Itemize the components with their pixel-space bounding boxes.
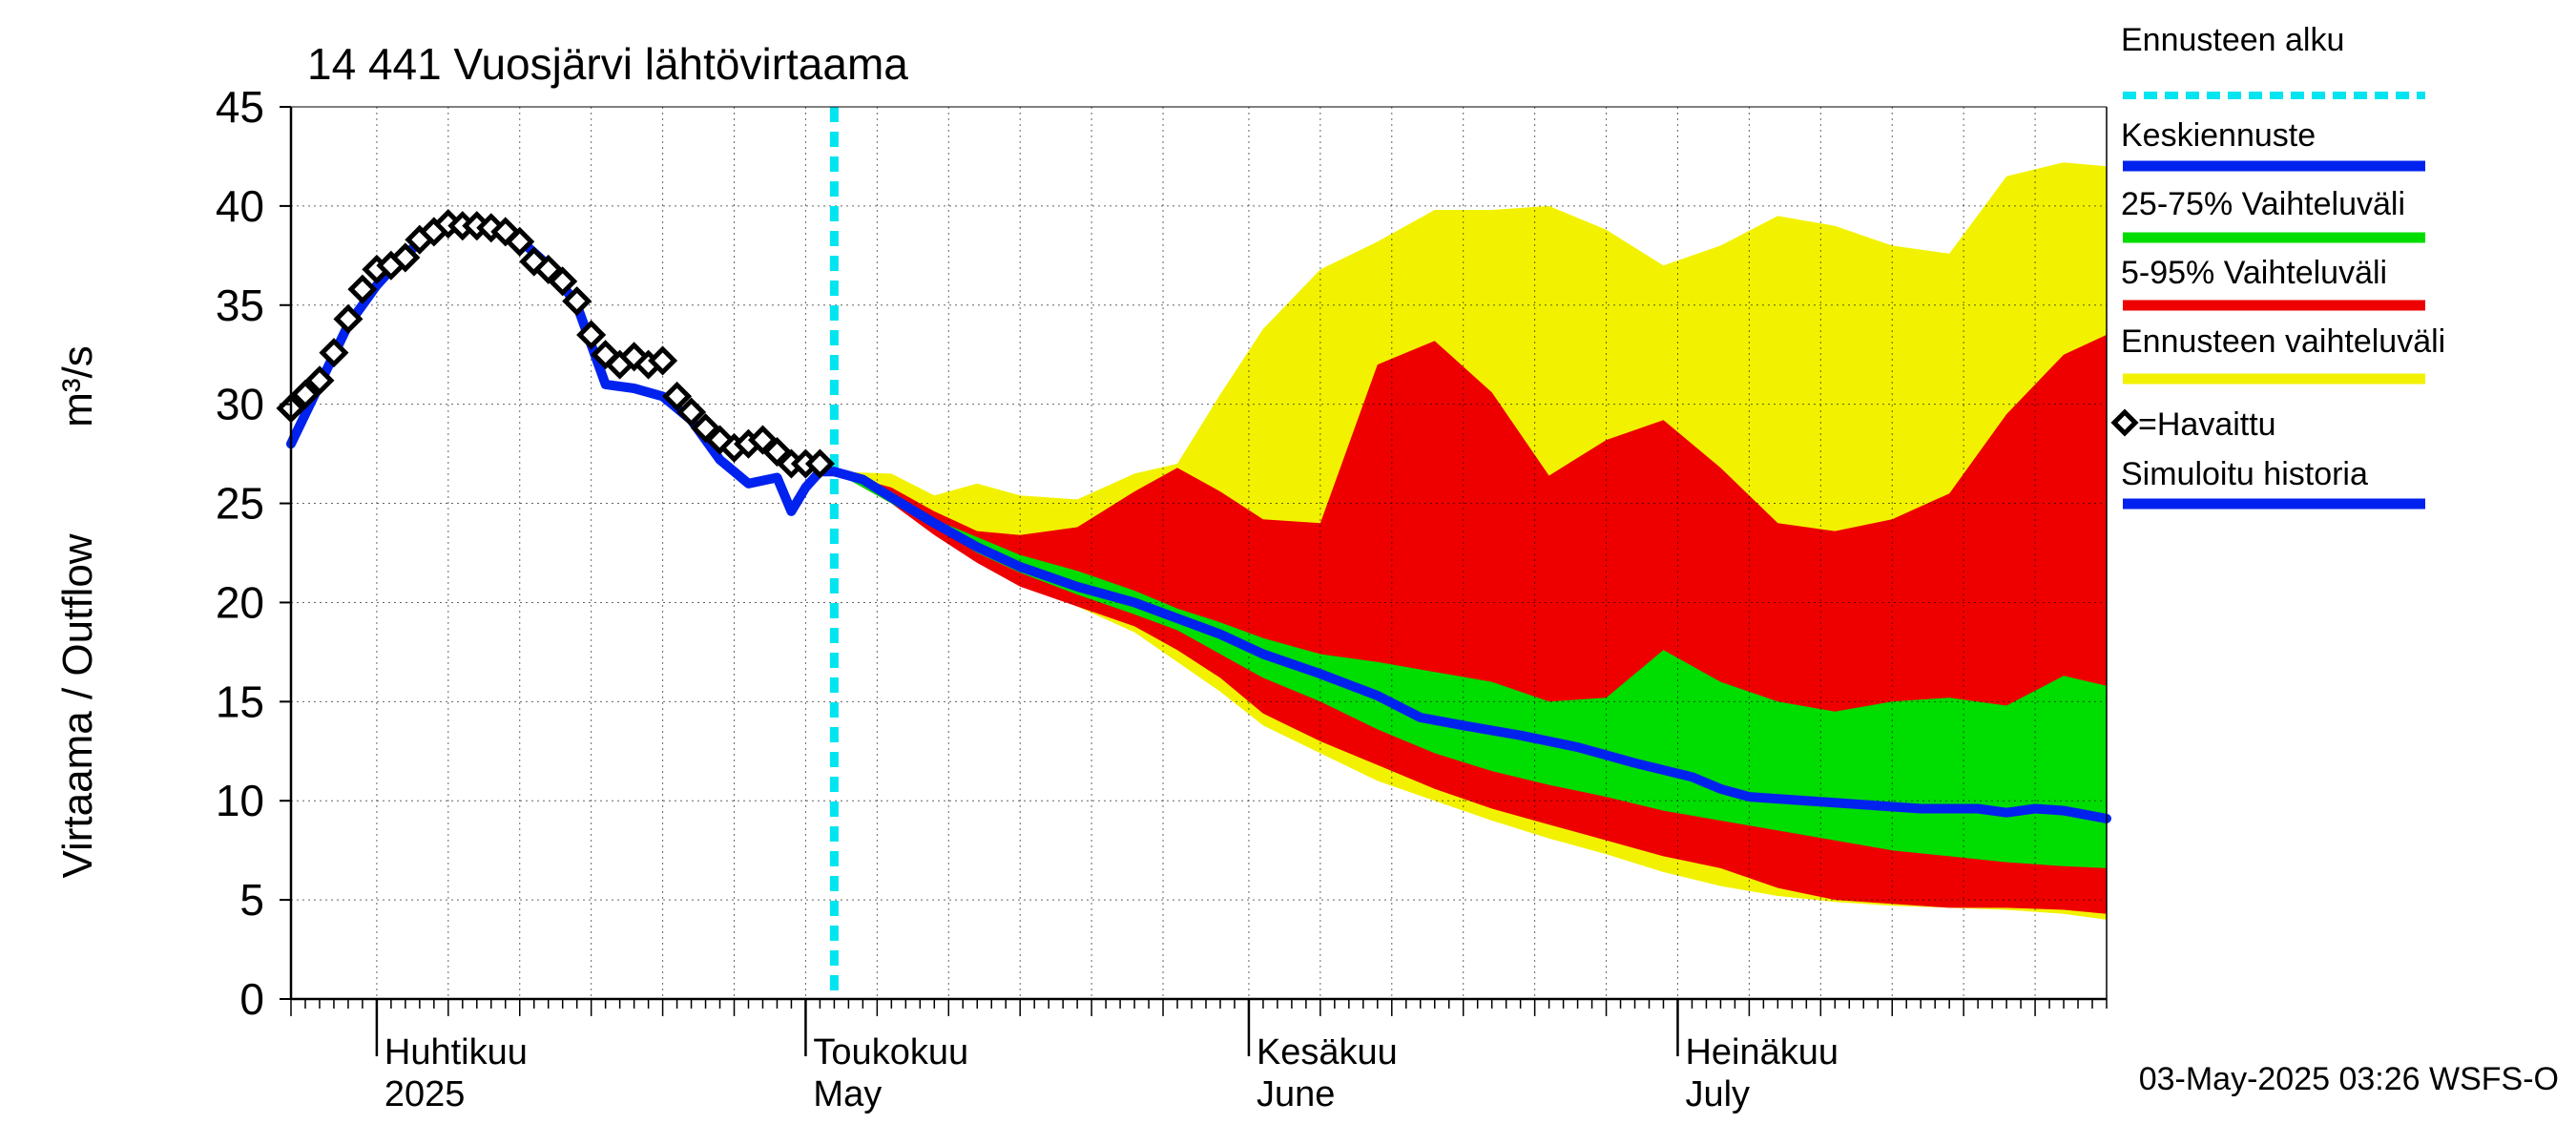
month-label-fi: Huhtikuu	[384, 1032, 528, 1072]
y-tick-label: 40	[216, 181, 264, 231]
observed-point	[548, 266, 578, 297]
observed-point	[390, 242, 421, 273]
legend-label: 25-75% Vaihteluväli	[2121, 186, 2405, 222]
band-25-75-vaihteluv-li	[834, 471, 2107, 868]
month-label-en: May	[813, 1074, 882, 1114]
legend: Ennusteen alku Keskiennuste 25-75% Vaihtel…	[2110, 22, 2445, 510]
observed-point	[576, 320, 607, 350]
month-label-fi: Toukokuu	[813, 1032, 968, 1072]
observed-point	[648, 345, 678, 376]
line-keskiennuste	[829, 467, 2111, 823]
y-tick-label: 10	[216, 776, 264, 825]
y-tick-label: 30	[216, 380, 264, 429]
legend-observed-marker	[2110, 408, 2139, 437]
y-tick-label: 20	[216, 577, 264, 627]
y-tick-label: 0	[239, 974, 264, 1024]
month-label-fi: Heinäkuu	[1685, 1032, 1839, 1072]
observed-point	[304, 365, 335, 396]
y-axis-label: Virtaama / Outflow	[54, 533, 101, 878]
chart-title: 14 441 Vuosjärvi lähtövirtaama	[307, 39, 908, 89]
y-tick-label: 5	[239, 875, 264, 925]
observed-point	[662, 381, 693, 411]
y-tick-label: 15	[216, 677, 264, 726]
legend-label: Ennusteen alku	[2121, 22, 2344, 58]
footer-timestamp: 03-May-2025 03:26 WSFS-O	[2139, 1061, 2559, 1097]
y-tick-label: 25	[216, 479, 264, 529]
observed-point	[804, 448, 835, 479]
legend-label: Simuloitu historia	[2121, 456, 2368, 492]
forecast-bands	[834, 162, 2107, 920]
y-axis-unit: m³/s	[54, 345, 101, 427]
observed-point	[333, 303, 364, 334]
observed-point	[347, 274, 378, 304]
legend-label: Keskiennuste	[2121, 117, 2316, 154]
observed-point	[290, 379, 321, 409]
observed-point	[505, 226, 535, 257]
observed-point	[676, 397, 707, 427]
y-tick-label: 35	[216, 281, 264, 330]
month-label-fi: Kesäkuu	[1257, 1032, 1398, 1072]
legend-label: =Havaittu	[2138, 406, 2276, 443]
month-label-en: 2025	[384, 1074, 466, 1114]
legend-label: Ennusteen vaihteluväli	[2121, 323, 2445, 360]
observed-point	[562, 286, 592, 317]
axis-labels: 14 441 Vuosjärvi lähtövirtaama Virtaama …	[54, 39, 2559, 1114]
observed-points	[276, 209, 835, 479]
legend-label: 5-95% Vaihteluväli	[2121, 255, 2387, 291]
month-label-en: July	[1685, 1074, 1750, 1114]
observed-point	[319, 338, 349, 368]
axes	[280, 106, 2108, 1056]
month-label-en: June	[1257, 1074, 1335, 1114]
y-tick-label: 45	[216, 82, 264, 132]
